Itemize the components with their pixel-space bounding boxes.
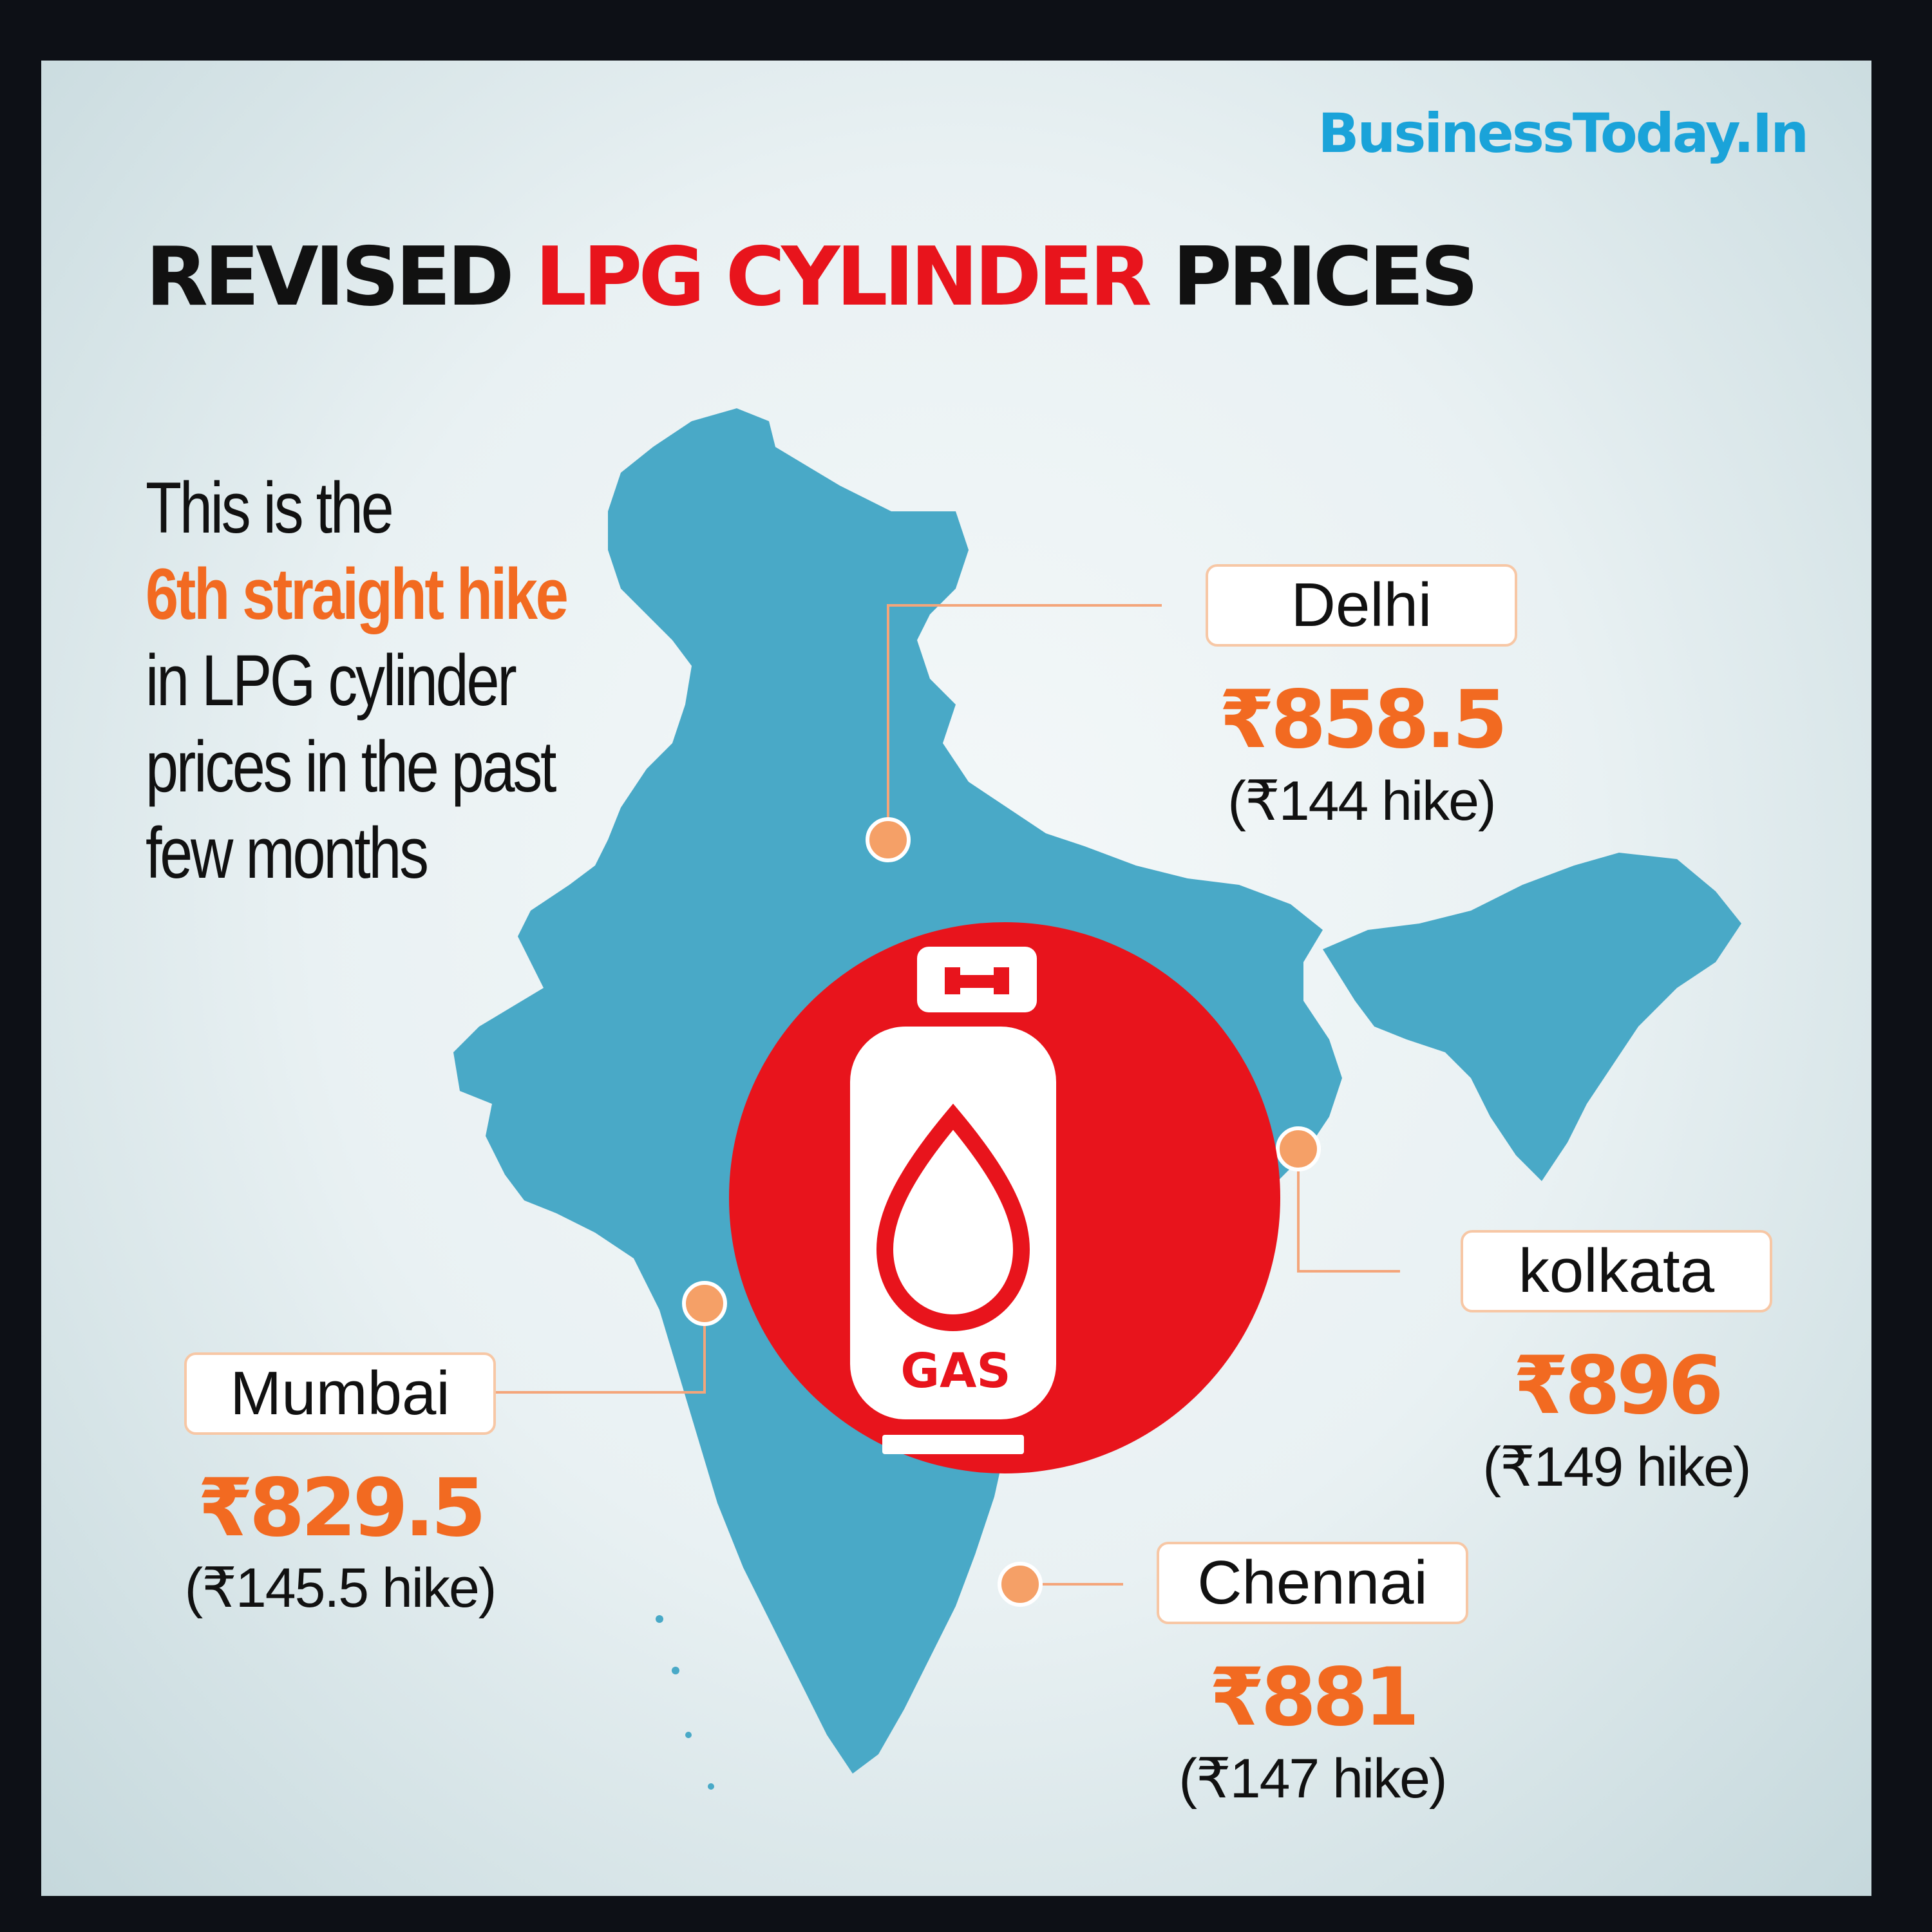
page-title: REVISED LPG CYLINDER PRICES [146,229,1479,324]
island-dot [672,1667,679,1674]
infographic: BusinessToday.In REVISED LPG CYLINDER PR… [41,61,1871,1896]
title-part-3: PRICES [1172,229,1479,324]
city-label-delhi: Delhi [1206,564,1517,647]
city-hike-chennai: (₹147 hike) [1179,1748,1447,1810]
island-dot [685,1732,692,1738]
title-part-1: REVISED [146,229,515,324]
delhi-leader-line [887,604,1162,840]
island-dot [656,1615,663,1623]
intro-line-3: in LPG cylinder [146,640,517,721]
island-dot [708,1783,714,1790]
gas-drop-icon [876,1103,1030,1332]
city-label-kolkata: kolkata [1461,1230,1772,1312]
mumbai-marker [682,1281,727,1326]
city-price-kolkata: ₹896 [1513,1340,1723,1432]
gas-label: GAS [900,1343,1010,1399]
india-map-graphic: GAS [453,408,1741,1790]
intro-highlight: 6th straight hike [146,554,569,634]
city-hike-mumbai: (₹145.5 hike) [184,1557,497,1619]
intro-line-5: few months [146,813,429,893]
delhi-marker [866,817,911,862]
intro-text: This is the 6th straight hike in LPG cyl… [146,465,569,896]
city-price-delhi: ₹858.5 [1218,674,1508,766]
brand-logo: BusinessToday.In [1318,102,1809,165]
kolkata-marker [1276,1126,1321,1171]
city-label-mumbai: Mumbai [184,1352,496,1435]
city-label-chennai: Chennai [1157,1542,1468,1624]
gas-cylinder-icon: GAS [850,947,1056,1454]
city-hike-kolkata: (₹149 hike) [1482,1436,1751,1498]
kolkata-leader-line [1297,1149,1400,1273]
title-highlight: LPG CYLINDER [535,229,1152,324]
northeast-map [1323,853,1741,1181]
city-price-chennai: ₹881 [1209,1651,1419,1744]
city-price-mumbai: ₹829.5 [197,1462,487,1555]
intro-line-4: prices in the past [146,726,557,807]
intro-line-1: This is the [146,468,394,548]
chennai-marker [998,1562,1043,1607]
mumbai-leader-line [473,1303,706,1394]
city-hike-delhi: (₹144 hike) [1227,770,1496,832]
